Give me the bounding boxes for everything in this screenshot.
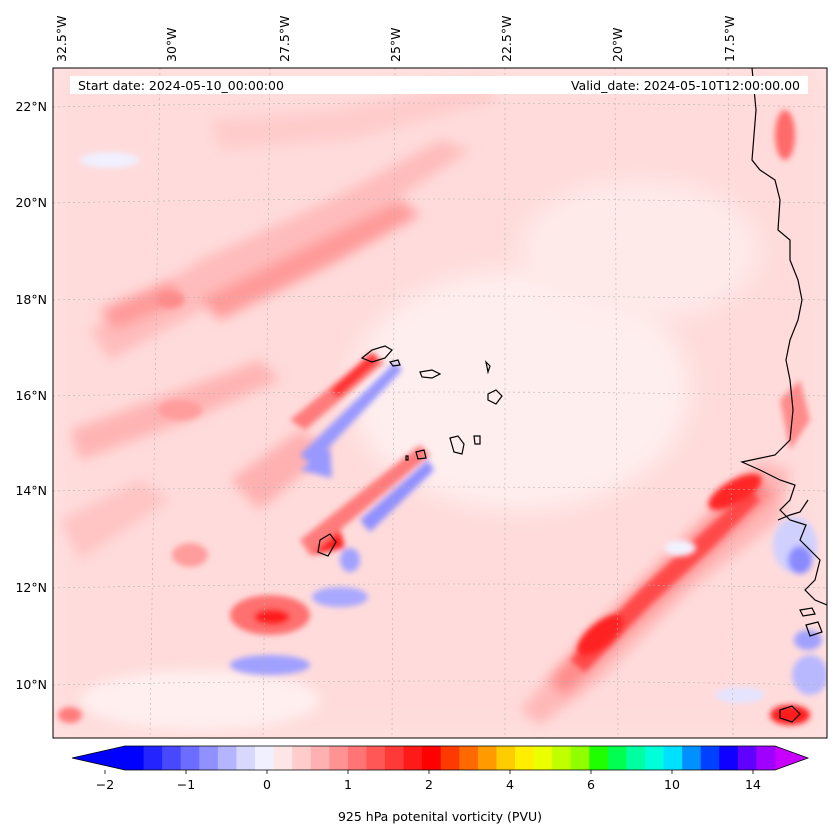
colorbar-cell (310, 746, 330, 770)
lat-label: 22°N (15, 99, 47, 114)
lon-label: 27.5°W (277, 16, 292, 62)
lon-label: 20°W (610, 27, 625, 62)
wake-outline (317, 533, 337, 557)
colorbar-cell (737, 746, 757, 770)
colorbar-tick-label: −2 (96, 777, 114, 792)
lon-label: 22.5°W (499, 16, 514, 62)
se-outline (779, 705, 801, 723)
colorbar-cell (719, 746, 739, 770)
colorbar-cell (162, 746, 182, 770)
gambia-river (777, 499, 809, 521)
island-wakes (230, 352, 434, 675)
africa-coastline (740, 68, 827, 606)
lat-label: 10°N (15, 677, 47, 692)
colorbar-cell (700, 746, 720, 770)
island-sal (485, 360, 491, 375)
pv-field (53, 68, 827, 738)
island-santo-antao (360, 345, 393, 363)
coastlines (317, 68, 827, 723)
colorbar-cell (199, 746, 219, 770)
colorbar-over-arrow (775, 746, 808, 770)
island-sao-vicente (388, 359, 401, 367)
pale-region (350, 270, 690, 510)
lon-tick-labels: 32.5°W 30°W 27.5°W 25°W 22.5°W 20°W 17.5… (54, 16, 737, 62)
colorbar-cell (385, 746, 404, 770)
island-santiago (449, 435, 465, 455)
map-frame (52, 67, 828, 739)
gridlines (53, 68, 827, 738)
lat-label: 14°N (15, 483, 47, 498)
colorbar-cell (552, 746, 572, 770)
colorbar-cell (347, 746, 367, 770)
colorbar-cell (626, 746, 646, 770)
lat-label: 18°N (15, 292, 47, 307)
colorbar-tick-label: 4 (506, 777, 514, 792)
colorbar-cell (217, 746, 237, 770)
colorbar-cell (645, 746, 664, 770)
island-brava (405, 455, 409, 461)
valid-date-label: Valid_date: 2024-05-10T12:00:00.00 (571, 78, 800, 93)
colorbar-cell (255, 746, 274, 770)
colorbar-tick-label: 2 (425, 777, 433, 792)
lat-label: 12°N (15, 580, 47, 595)
map-panel: Start date: 2024-05-10_00:00:00 Valid_da… (52, 67, 828, 739)
colorbar-under-arrow (72, 746, 125, 770)
colorbar-tick-label: 1 (344, 777, 352, 792)
lon-label: 30°W (164, 27, 179, 62)
colorbar-cell (125, 746, 144, 770)
colorbar-cell (143, 746, 163, 770)
island-maio (473, 435, 481, 445)
colorbar-cell (403, 746, 423, 770)
colorbar-tick-label: 14 (745, 777, 761, 792)
colorbar-cell (496, 746, 516, 770)
lon-label: 32.5°W (54, 16, 69, 62)
island-sao-nicolau (419, 369, 442, 379)
colorbar-tick-label: 0 (263, 777, 271, 792)
colorbar-cell (329, 746, 349, 770)
colorbar-cell (422, 746, 442, 770)
colorbar-tick-label: 10 (664, 777, 680, 792)
colorbar-cell (756, 746, 776, 770)
colorbar-tick-label: 6 (587, 777, 595, 792)
island-fogo (415, 449, 427, 460)
colorbar-cell (515, 746, 534, 770)
colorbar-cell (682, 746, 702, 770)
island-boa-vista (487, 389, 503, 405)
colorbar-cell (477, 746, 497, 770)
island-bijagos (799, 607, 823, 637)
colorbar-cell (533, 746, 553, 770)
colorbar-cell (273, 746, 293, 770)
colorbar-tick-labels: −2 −1 0 1 2 4 6 10 14 (96, 777, 761, 792)
info-box (70, 76, 808, 94)
lat-label: 16°N (15, 388, 47, 403)
colorbar-cell (366, 746, 386, 770)
colorbar-cell (589, 746, 609, 770)
colorbar-cell (440, 746, 460, 770)
colorbar-cell (570, 746, 590, 770)
se-band (520, 460, 790, 725)
red-maxima (58, 110, 810, 725)
lat-tick-labels: 22°N 20°N 18°N 16°N 14°N 12°N 10°N (15, 99, 47, 692)
colorbar: −2 −1 0 1 2 4 6 10 14 925 hPa potenital … (71, 745, 810, 824)
colorbar-outline (71, 745, 810, 771)
start-date-label: Start date: 2024-05-10_00:00:00 (78, 78, 284, 93)
lat-label: 20°N (15, 195, 47, 210)
colorbar-cell (236, 746, 256, 770)
lon-label: 17.5°W (722, 16, 737, 62)
colorbar-tick-label: −1 (177, 777, 195, 792)
lon-label: 25°W (388, 27, 403, 62)
colorbar-ticks (104, 770, 754, 774)
colorbar-cell (180, 746, 200, 770)
colorbar-label: 925 hPa potenital vorticity (PVU) (338, 809, 542, 824)
colorbar-cell (459, 746, 479, 770)
colorbar-cells (125, 746, 776, 770)
colorbar-cell (663, 746, 683, 770)
colorbar-cell (607, 746, 627, 770)
colorbar-cell (292, 746, 312, 770)
